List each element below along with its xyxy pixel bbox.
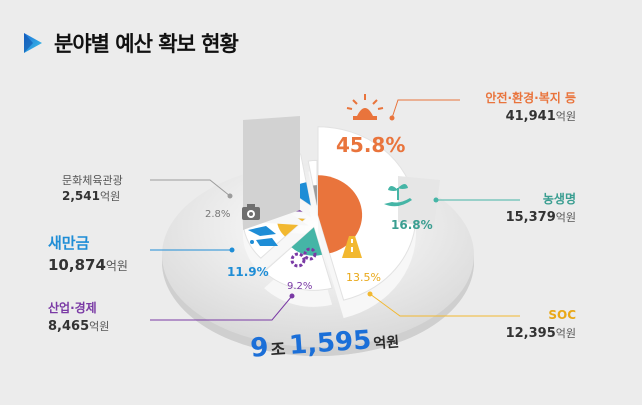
legend-saemangeum-value: 10,874	[48, 256, 106, 274]
legend-saemangeum-name: 새만금	[48, 234, 90, 252]
siren-icon	[346, 94, 384, 120]
legend-saemangeum: 새만금 10,874억원	[48, 234, 128, 274]
svg-text:15,379억원: 15,379억원	[506, 210, 576, 225]
pct-label-industry: 9.2%	[287, 281, 312, 292]
pct-label-saemangeum: 11.9%	[227, 265, 269, 279]
legend-safety-name: 안전·환경·복지 등	[485, 90, 576, 105]
total-unit1: 조	[270, 339, 286, 359]
sprout-hand-icon	[384, 184, 412, 207]
page-title: 분야별 예산 확보 현황	[54, 32, 239, 56]
pie-slice-safety	[318, 175, 363, 254]
total-num2: 1,595	[288, 325, 372, 361]
legend-agri-name: 농생명	[543, 191, 576, 206]
legend-soc: SOC 12,395억원	[506, 308, 577, 341]
ships-icon	[248, 226, 278, 246]
svg-text:12,395억원: 12,395억원	[506, 326, 576, 341]
pct-label-safety: 45.8%	[336, 133, 405, 157]
legend-industry: 산업·경제 8,465억원	[48, 300, 109, 334]
legend-agri-unit: 억원	[556, 211, 576, 224]
legend-culture-unit: 억원	[100, 190, 120, 203]
pie-slice-agri	[291, 227, 323, 256]
svg-text:10,874억원: 10,874억원	[48, 256, 128, 274]
pct-label-agri: 16.8%	[391, 218, 433, 232]
svg-text:8,465억원: 8,465억원	[48, 319, 109, 334]
pie-slice-culture	[313, 185, 317, 206]
gears-icon	[290, 247, 317, 268]
svg-text:2,541억원: 2,541억원	[62, 189, 120, 203]
legend-culture-name: 문화체육관광	[62, 174, 123, 187]
legend-soc-value: 12,395	[506, 326, 556, 341]
play-logo-icon	[24, 33, 42, 53]
svg-text:9조1,595억원: 9조1,595억원	[249, 323, 400, 363]
pct-label-culture: 2.8%	[205, 209, 230, 220]
legend-agri: 농생명 15,379억원	[506, 191, 576, 225]
legend-soc-name: SOC	[548, 308, 576, 322]
total-label: 9조1,595억원	[249, 323, 400, 363]
svg-text:41,941억원: 41,941억원	[506, 109, 576, 124]
slice-sides	[243, 116, 440, 230]
legend-industry-unit: 억원	[89, 320, 109, 333]
legend-agri-value: 15,379	[506, 210, 556, 225]
legend-safety: 안전·환경·복지 등 41,941억원	[485, 90, 576, 124]
pct-label-soc: 13.5%	[346, 271, 381, 284]
legend-industry-name: 산업·경제	[48, 300, 97, 315]
total-num1: 9	[249, 333, 269, 364]
legend-soc-unit: 억원	[556, 327, 576, 340]
total-unit2: 억원	[373, 334, 400, 352]
legend-industry-value: 8,465	[48, 319, 89, 334]
legend-culture: 문화체육관광 2,541억원	[62, 174, 123, 203]
camera-icon	[242, 204, 260, 220]
leader-lines	[150, 99, 520, 321]
title-block: 분야별 예산 확보 현황	[22, 28, 239, 58]
legend-safety-unit: 억원	[556, 110, 576, 123]
legend-safety-value: 41,941	[506, 109, 556, 124]
legend-culture-value: 2,541	[62, 189, 100, 203]
legend-saemangeum-unit: 억원	[106, 259, 128, 273]
road-icon	[342, 236, 362, 258]
